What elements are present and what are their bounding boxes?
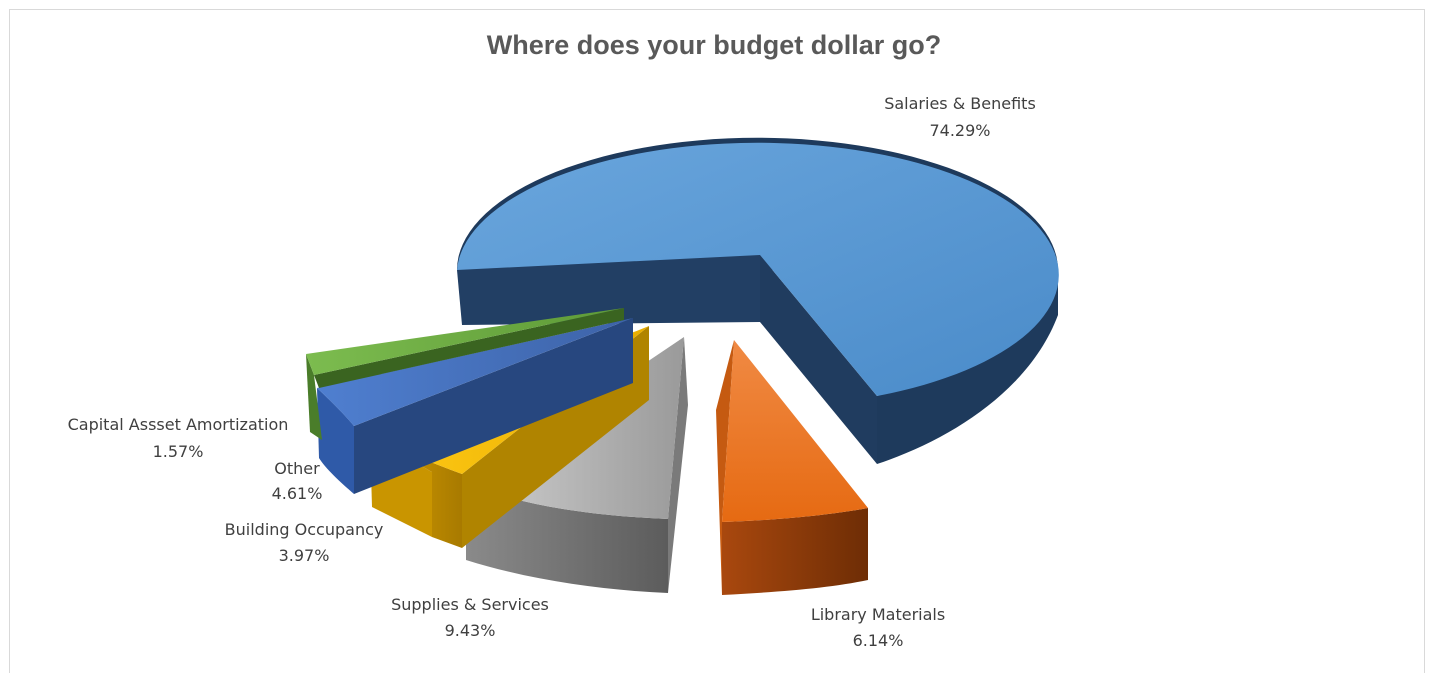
data-label-value: 3.97% (279, 546, 330, 565)
slice-salaries-benefits-top (457, 142, 1059, 396)
data-label-value: 6.14% (853, 631, 904, 650)
slice-capital-asset-amortization-edge (314, 308, 624, 388)
data-label-value: 1.57% (153, 442, 204, 461)
chart-area (9, 9, 1425, 673)
data-label-building-occupancy: Building Occupancy 3.97% (225, 520, 384, 565)
slice-other-edge (354, 318, 633, 494)
data-label-salaries-benefits: Salaries & Benefits 74.29% (884, 94, 1036, 140)
data-label-name: Other (274, 459, 320, 478)
data-label-other: Other 4.61% (272, 459, 323, 503)
slice-supplies-services-side (466, 484, 668, 593)
slice-salaries-benefits (457, 137, 1059, 464)
data-label-name: Salaries & Benefits (884, 94, 1036, 113)
slice-library-materials-side (722, 508, 868, 595)
data-label-value: 9.43% (445, 621, 496, 640)
slice-salaries-benefits-cut-face (760, 255, 877, 464)
slice-library-materials (716, 340, 868, 595)
data-label-value: 4.61% (272, 484, 323, 503)
slice-other-top (317, 318, 633, 426)
data-label-supplies-services: Supplies & Services 9.43% (391, 595, 549, 640)
data-label-library-materials: Library Materials 6.14% (811, 605, 945, 650)
data-label-capital-asset-amortization: Capital Assset Amortization 1.57% (68, 415, 289, 461)
slice-capital-asset-amortization-top (306, 308, 624, 375)
slice-library-materials-edge (716, 340, 734, 595)
slice-other-end (317, 388, 354, 494)
slice-building-occupancy-side (370, 437, 462, 548)
data-label-value: 74.29% (929, 121, 990, 140)
slice-other (317, 318, 633, 494)
chart-title: Where does your budget dollar go? (487, 30, 942, 60)
data-label-name: Library Materials (811, 605, 945, 624)
data-label-name: Building Occupancy (225, 520, 384, 539)
slice-supplies-services-edge (668, 337, 688, 593)
slice-salaries-benefits-inner-face (457, 255, 760, 325)
data-label-name: Capital Assset Amortization (68, 415, 289, 434)
slice-capital-asset-amortization-end (306, 354, 322, 440)
data-label-name: Supplies & Services (391, 595, 549, 614)
slice-library-materials-top (722, 340, 868, 522)
slice-capital-asset-amortization (306, 308, 624, 440)
